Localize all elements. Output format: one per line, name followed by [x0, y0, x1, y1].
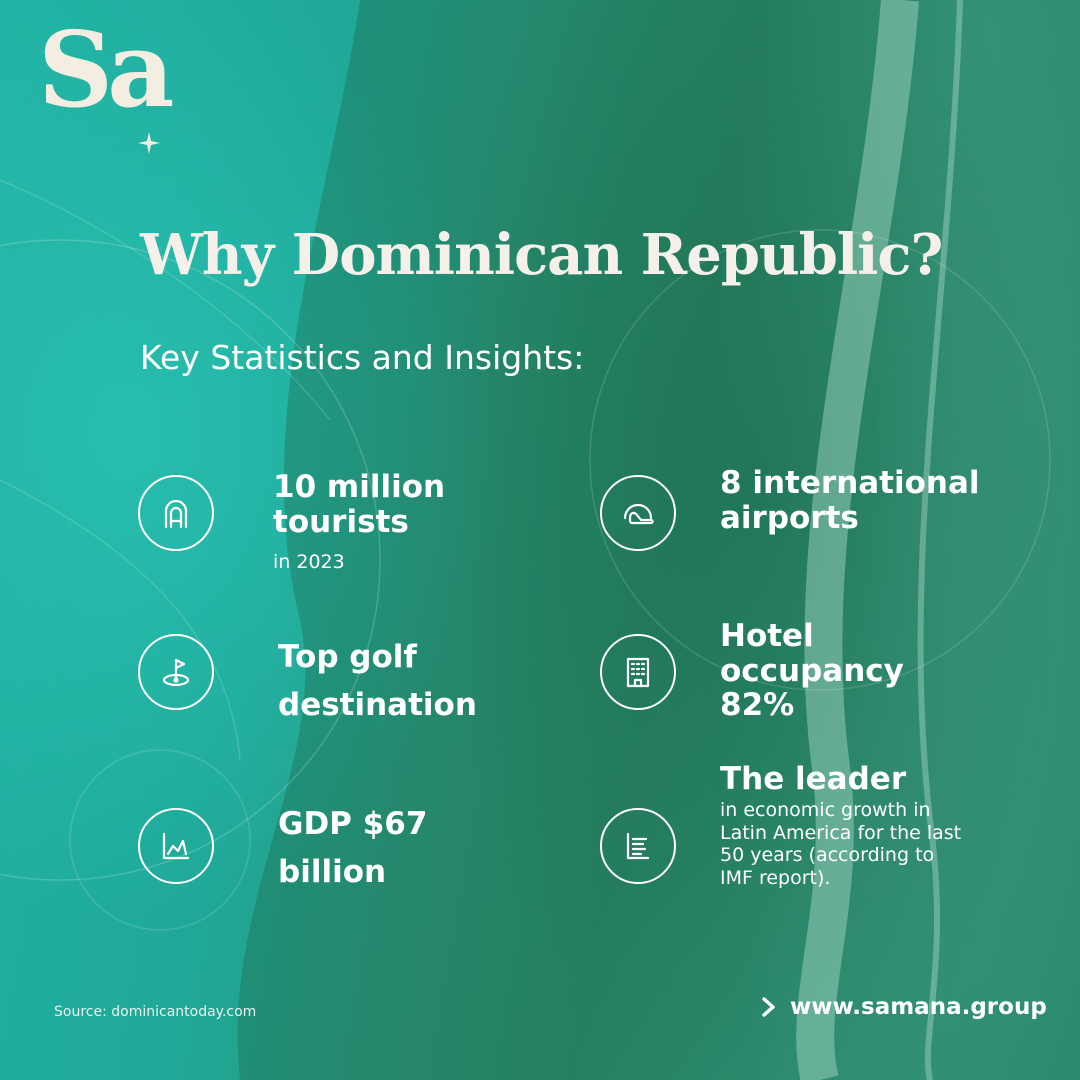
chevron-right-icon — [762, 997, 775, 1017]
stat-tourists: 10 million tourists in 2023 — [273, 470, 503, 574]
source-credit: Source: dominicantoday.com — [54, 1004, 257, 1020]
sparkle-icon — [138, 132, 160, 154]
growth-chart-icon — [138, 808, 214, 884]
stat-detail: in 2023 — [273, 551, 345, 574]
stat-headline: Hotel occupancy 82% — [720, 618, 904, 724]
stat-headline: 10 million tourists — [273, 469, 446, 540]
report-document-icon — [600, 808, 676, 884]
stat-leader: The leader in economic growth in Latin A… — [720, 762, 970, 890]
page-title: Why Dominican Republic? — [140, 222, 943, 288]
stat-headline: GDP $67 billion — [278, 806, 428, 891]
golf-flag-icon — [138, 634, 214, 710]
logo-text: Sa — [38, 8, 174, 131]
stat-hotel: Hotel occupancy 82% — [720, 619, 980, 723]
stat-headline: The leader — [720, 761, 907, 797]
stat-detail: in economic growth in Latin America for … — [720, 798, 962, 890]
tourist-icon — [138, 475, 214, 551]
samana-logo: Sa — [38, 18, 188, 156]
hotel-building-icon — [600, 634, 676, 710]
airplane-icon — [600, 475, 676, 551]
stat-headline: Top golf destination — [278, 639, 477, 724]
stat-gdp: GDP $67 billion — [278, 800, 518, 896]
page-subtitle: Key Statistics and Insights: — [140, 338, 585, 377]
stat-headline: 8 international airports — [720, 465, 980, 536]
website-url[interactable]: www.samana.group — [790, 994, 1047, 1020]
stat-golf: Top golf destination — [278, 633, 538, 729]
stat-airports: 8 international airports — [720, 465, 990, 536]
website-link[interactable]: www.samana.group — [760, 994, 1047, 1020]
